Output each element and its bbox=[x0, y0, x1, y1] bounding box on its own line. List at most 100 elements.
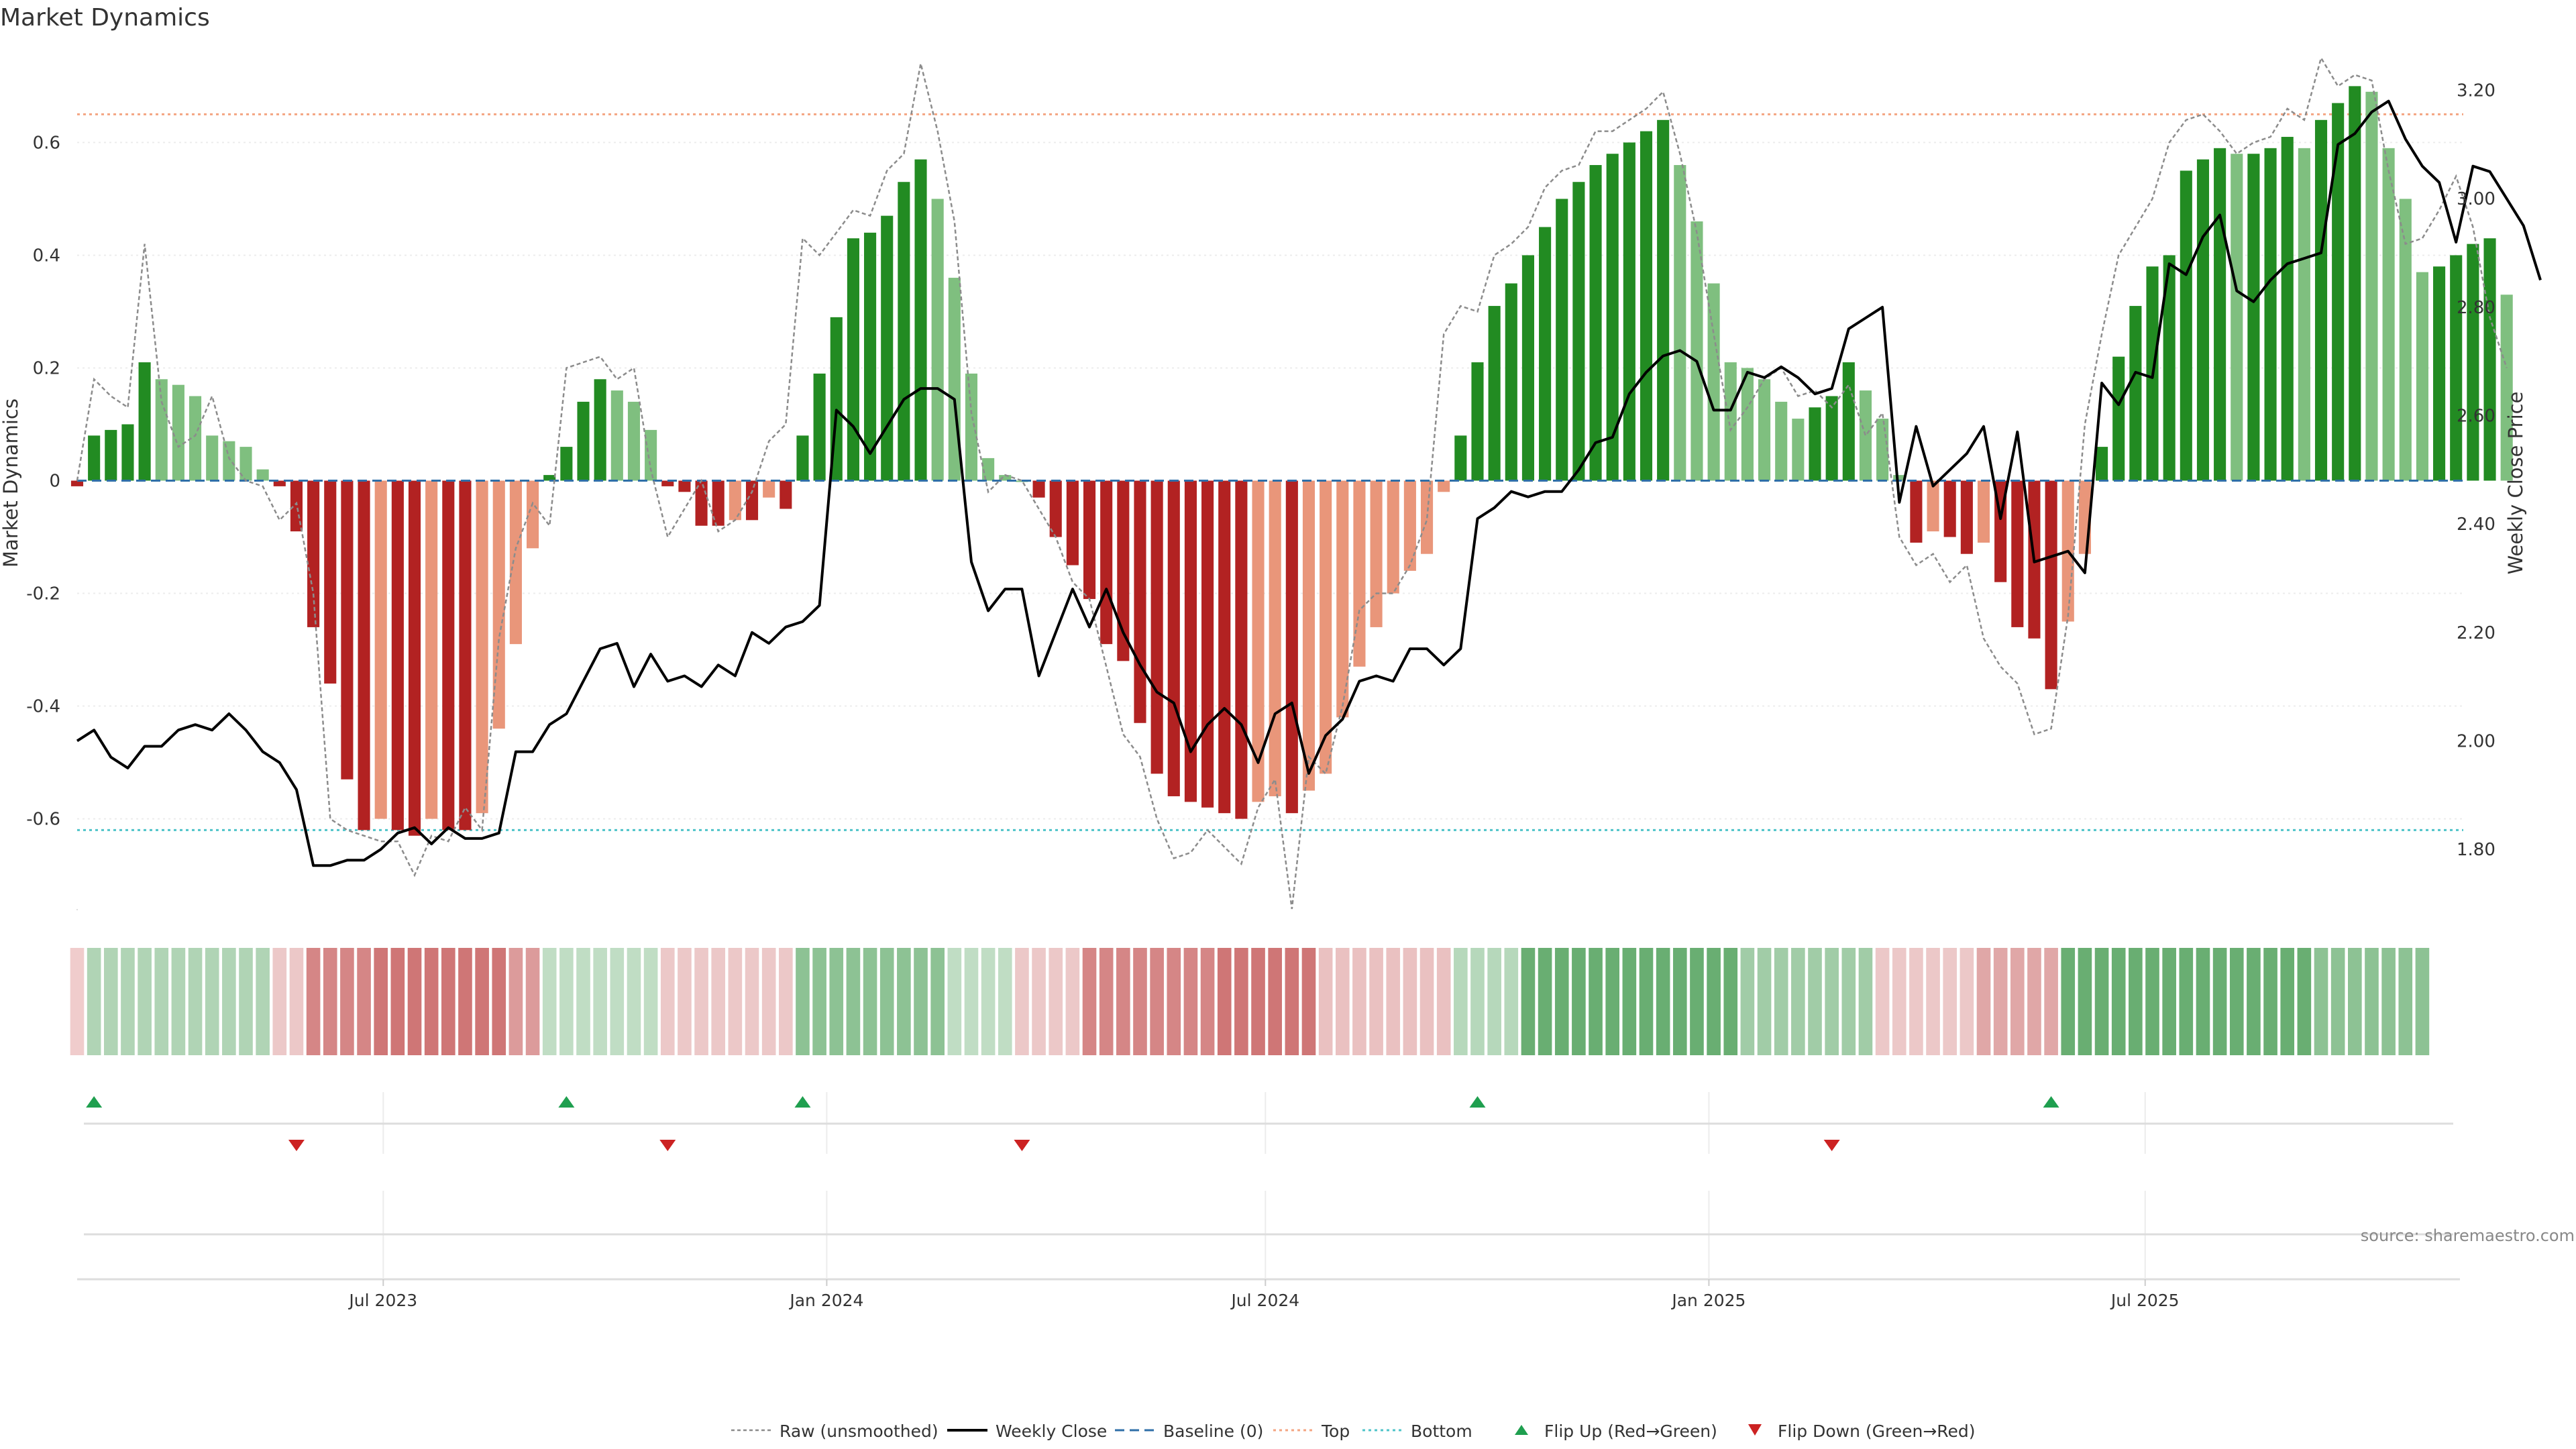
heat-strip-cell bbox=[711, 948, 726, 1055]
dynamics-bar bbox=[999, 475, 1012, 481]
legend: Raw (unsmoothed) Weekly Close Baseline (0)… bbox=[731, 1421, 1976, 1441]
heat-strip-cell bbox=[1554, 948, 1569, 1055]
dynamics-bar bbox=[1707, 283, 1720, 481]
legend-label: Raw (unsmoothed) bbox=[780, 1421, 938, 1441]
y2-tick-label: 2.20 bbox=[2457, 623, 2496, 643]
dynamics-bar bbox=[155, 379, 168, 481]
dynamics-bar bbox=[2163, 255, 2176, 481]
heat-strip-cell bbox=[1082, 948, 1097, 1055]
dynamics-bar bbox=[1623, 142, 1635, 481]
legend-symbol bbox=[1748, 1424, 1762, 1436]
heat-strip-cell bbox=[1386, 948, 1401, 1055]
dynamics-bar bbox=[223, 441, 235, 481]
flip-up-marker bbox=[2043, 1096, 2059, 1108]
heat-strip-cell bbox=[1690, 948, 1704, 1055]
dynamics-bar bbox=[813, 373, 826, 481]
dynamics-bar bbox=[1454, 435, 1467, 481]
heat-strip-cell bbox=[1707, 948, 1721, 1055]
dynamics-bar bbox=[1505, 283, 1517, 481]
heat-strip-cell bbox=[2061, 948, 2076, 1055]
heat-strip-cell bbox=[796, 948, 810, 1055]
dynamics-bar bbox=[1066, 480, 1079, 566]
heat-strip-cell bbox=[188, 948, 203, 1055]
dynamics-bar bbox=[1690, 221, 1703, 481]
y2-tick-label: 3.00 bbox=[2457, 189, 2496, 209]
y2-tick-label: 2.00 bbox=[2457, 731, 2496, 751]
dynamics-bar bbox=[1083, 480, 1096, 599]
dynamics-bar bbox=[374, 480, 387, 819]
dynamics-bar bbox=[965, 373, 978, 481]
raw-unsmoothed-line bbox=[76, 56, 2508, 910]
heat-strip-cell bbox=[1943, 948, 1957, 1055]
dynamics-bar bbox=[324, 480, 337, 684]
heat-strip-cell bbox=[323, 948, 337, 1055]
heat-strip-cell bbox=[2212, 948, 2227, 1055]
y-tick-label: -0.4 bbox=[26, 697, 60, 717]
heat-strip-cell bbox=[424, 948, 439, 1055]
weekly-close-series bbox=[76, 99, 2542, 867]
dynamics-bar bbox=[2433, 266, 2446, 481]
flip-down-marker bbox=[1823, 1140, 1840, 1151]
heat-strip-cell bbox=[576, 948, 590, 1055]
heat-strip-cell bbox=[2381, 948, 2396, 1055]
heat-strip-cell bbox=[2330, 948, 2345, 1055]
flip-down-marker bbox=[1014, 1140, 1030, 1151]
dynamics-bar bbox=[459, 480, 472, 830]
heat-strip-cell bbox=[1133, 948, 1147, 1055]
heat-strip-cell bbox=[1369, 948, 1383, 1055]
dynamics-bar bbox=[492, 480, 505, 729]
x-tick-label: Jul 2024 bbox=[1230, 1291, 1299, 1310]
dynamics-bar bbox=[1302, 480, 1316, 791]
dynamics-bar bbox=[1353, 480, 1366, 667]
dynamics-bar bbox=[2196, 159, 2210, 481]
heat-strip-cell bbox=[627, 948, 641, 1055]
y-axis-label: Market Dynamics bbox=[0, 398, 22, 568]
heat-strip-cell bbox=[897, 948, 911, 1055]
dynamics-bar bbox=[1842, 362, 1855, 481]
heat-strip-cell bbox=[1032, 948, 1046, 1055]
dynamics-bar bbox=[2483, 238, 2496, 481]
dynamics-bar bbox=[2247, 154, 2260, 481]
dynamics-bar bbox=[509, 480, 522, 645]
heat-strip-cell bbox=[2078, 948, 2092, 1055]
dynamics-bar bbox=[931, 199, 944, 481]
y-tick-label: -0.6 bbox=[26, 810, 60, 830]
heat-strip-cell bbox=[1639, 948, 1654, 1055]
heat-strip-cell bbox=[930, 948, 945, 1055]
heat-strip-cell bbox=[2129, 948, 2143, 1055]
x-tick-label: Jan 2025 bbox=[1670, 1291, 1746, 1310]
heat-strip-cell bbox=[1234, 948, 1248, 1055]
heat-strip-cell bbox=[2162, 948, 2176, 1055]
dynamics-bar bbox=[2399, 199, 2412, 481]
heat-strip-cell bbox=[1572, 948, 1586, 1055]
dynamics-bar bbox=[1758, 379, 1771, 481]
heat-strip-cell bbox=[1285, 948, 1299, 1055]
legend-label: Baseline (0) bbox=[1163, 1421, 1263, 1441]
flip-down-marker bbox=[288, 1140, 305, 1151]
heat-strip-cell bbox=[1116, 948, 1130, 1055]
dynamics-bar bbox=[729, 480, 741, 521]
heat-strip-cell bbox=[779, 948, 793, 1055]
heat-strip-cell bbox=[1672, 948, 1687, 1055]
dynamics-bar bbox=[2500, 294, 2513, 481]
dynamics-bar bbox=[1775, 401, 1788, 481]
y-tick-label: 0.4 bbox=[33, 246, 60, 266]
heat-strip-cell bbox=[458, 948, 472, 1055]
dynamics-bar bbox=[1134, 480, 1146, 723]
heat-strip-cell bbox=[2179, 948, 2194, 1055]
dynamics-bar bbox=[1488, 306, 1501, 481]
legend-label: Weekly Close bbox=[996, 1421, 1107, 1441]
heat-strip-cell bbox=[879, 948, 894, 1055]
heat-strip-cell bbox=[1403, 948, 1417, 1055]
dynamics-bar bbox=[2214, 148, 2226, 481]
heat-strip-cell bbox=[256, 948, 270, 1055]
heat-strip-cell bbox=[1841, 948, 1856, 1055]
dynamics-bar bbox=[2332, 103, 2345, 481]
dynamics-bar bbox=[1809, 407, 1821, 481]
dynamics-bar bbox=[1521, 255, 1534, 481]
heat-strip-cell bbox=[306, 948, 321, 1055]
heat-strip-cell bbox=[1200, 948, 1215, 1055]
dynamics-bar bbox=[2264, 148, 2277, 481]
heat-strip-cell bbox=[2196, 948, 2210, 1055]
dynamics-bar bbox=[898, 182, 910, 481]
